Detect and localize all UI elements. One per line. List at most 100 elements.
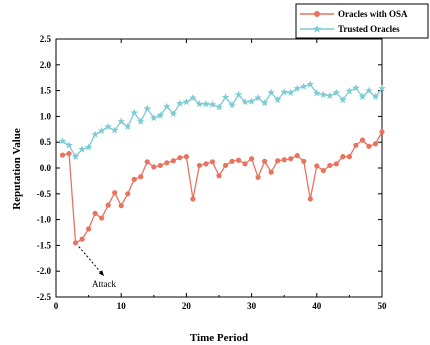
- plot-frame: [55, 38, 383, 298]
- y-tick-label: 1.0: [40, 111, 52, 121]
- data-point: [72, 240, 79, 246]
- x-tick-label: 50: [378, 301, 388, 311]
- attack-label: Attack: [92, 279, 116, 289]
- data-point: [195, 100, 204, 108]
- data-point: [379, 129, 385, 135]
- data-point: [79, 236, 85, 242]
- y-tick-label: 1.5: [40, 86, 52, 96]
- data-point: [242, 161, 248, 167]
- data-point: [112, 190, 118, 196]
- data-point: [138, 174, 144, 180]
- data-point: [340, 154, 346, 160]
- attack-annotation: Attack: [78, 246, 116, 289]
- x-tick-label: 0: [54, 301, 59, 311]
- data-point: [65, 141, 73, 149]
- data-point: [280, 88, 288, 96]
- data-point: [170, 158, 176, 164]
- series-layer: [58, 80, 386, 246]
- data-point: [249, 156, 255, 162]
- y-tick-label: -2.0: [37, 266, 52, 276]
- data-point: [143, 104, 152, 112]
- data-point: [78, 145, 86, 153]
- data-point: [196, 162, 203, 169]
- data-point: [327, 162, 333, 169]
- data-point: [91, 130, 99, 138]
- series-osa: [59, 129, 385, 246]
- y-tick-label: -0.5: [37, 189, 52, 199]
- data-point: [222, 162, 229, 169]
- data-point: [182, 97, 191, 106]
- data-point: [228, 101, 236, 109]
- data-point: [97, 126, 106, 135]
- data-point: [260, 98, 269, 107]
- series-trusted: [58, 80, 386, 160]
- data-point: [371, 92, 380, 101]
- data-point: [288, 156, 294, 162]
- data-point: [117, 117, 125, 125]
- series-line: [62, 131, 383, 244]
- data-point: [301, 158, 307, 164]
- data-point: [203, 161, 209, 167]
- x-tick-label: 20: [182, 301, 192, 311]
- data-point: [229, 158, 235, 164]
- data-point: [130, 108, 139, 117]
- data-point: [164, 160, 170, 166]
- data-point: [359, 137, 366, 143]
- attack-arrow-head: [98, 270, 104, 276]
- y-tick-label: 2.0: [40, 60, 52, 70]
- data-point: [58, 137, 67, 145]
- data-point: [183, 154, 189, 160]
- data-point: [84, 143, 93, 151]
- y-axis-title: Reputation Value: [11, 128, 23, 210]
- y-tick-label: -1.5: [37, 240, 52, 250]
- y-tick-label: 2.5: [40, 34, 52, 44]
- data-point: [275, 158, 281, 164]
- legend-marker-trusted: [312, 24, 322, 33]
- data-point: [234, 90, 243, 98]
- legend-marker-osa: [314, 11, 320, 17]
- data-point: [273, 95, 282, 104]
- legend-item-osa: Oracles with OSA: [300, 9, 408, 19]
- data-point: [59, 152, 66, 158]
- data-point: [353, 142, 359, 148]
- data-point: [332, 88, 341, 96]
- y-tick-label: 0.0: [40, 163, 52, 173]
- data-point: [215, 103, 223, 111]
- data-point: [86, 226, 92, 232]
- data-point: [255, 174, 261, 180]
- x-tick-label: 40: [312, 301, 322, 311]
- data-point: [118, 203, 124, 209]
- data-point: [286, 88, 295, 96]
- data-point: [136, 117, 145, 125]
- data-point: [144, 159, 150, 165]
- data-point: [345, 87, 354, 95]
- data-point: [262, 158, 268, 164]
- data-point: [131, 176, 137, 182]
- legend-item-trusted: Trusted Oracles: [300, 24, 400, 34]
- legend-label-osa: Oracles with OSA: [338, 9, 408, 19]
- data-point: [216, 173, 222, 179]
- data-point: [99, 215, 105, 221]
- data-point: [320, 167, 326, 174]
- data-point: [123, 122, 132, 130]
- data-point: [208, 100, 217, 108]
- data-point: [189, 93, 197, 102]
- data-point: [202, 100, 210, 108]
- plot-area: [55, 38, 383, 298]
- legend: Oracles with OSA Trusted Oracles: [295, 3, 429, 39]
- data-point: [358, 92, 367, 101]
- data-point: [365, 86, 373, 94]
- data-point: [163, 102, 171, 110]
- data-point: [352, 84, 360, 92]
- y-tick-label: -2.5: [37, 292, 52, 302]
- data-point: [235, 157, 242, 163]
- data-point: [92, 210, 98, 217]
- data-point: [267, 88, 275, 96]
- data-point: [372, 141, 379, 147]
- data-point: [209, 159, 216, 165]
- data-point: [346, 154, 352, 160]
- data-point: [254, 93, 262, 102]
- x-axis-title: Time Period: [190, 332, 248, 344]
- data-point: [66, 150, 72, 157]
